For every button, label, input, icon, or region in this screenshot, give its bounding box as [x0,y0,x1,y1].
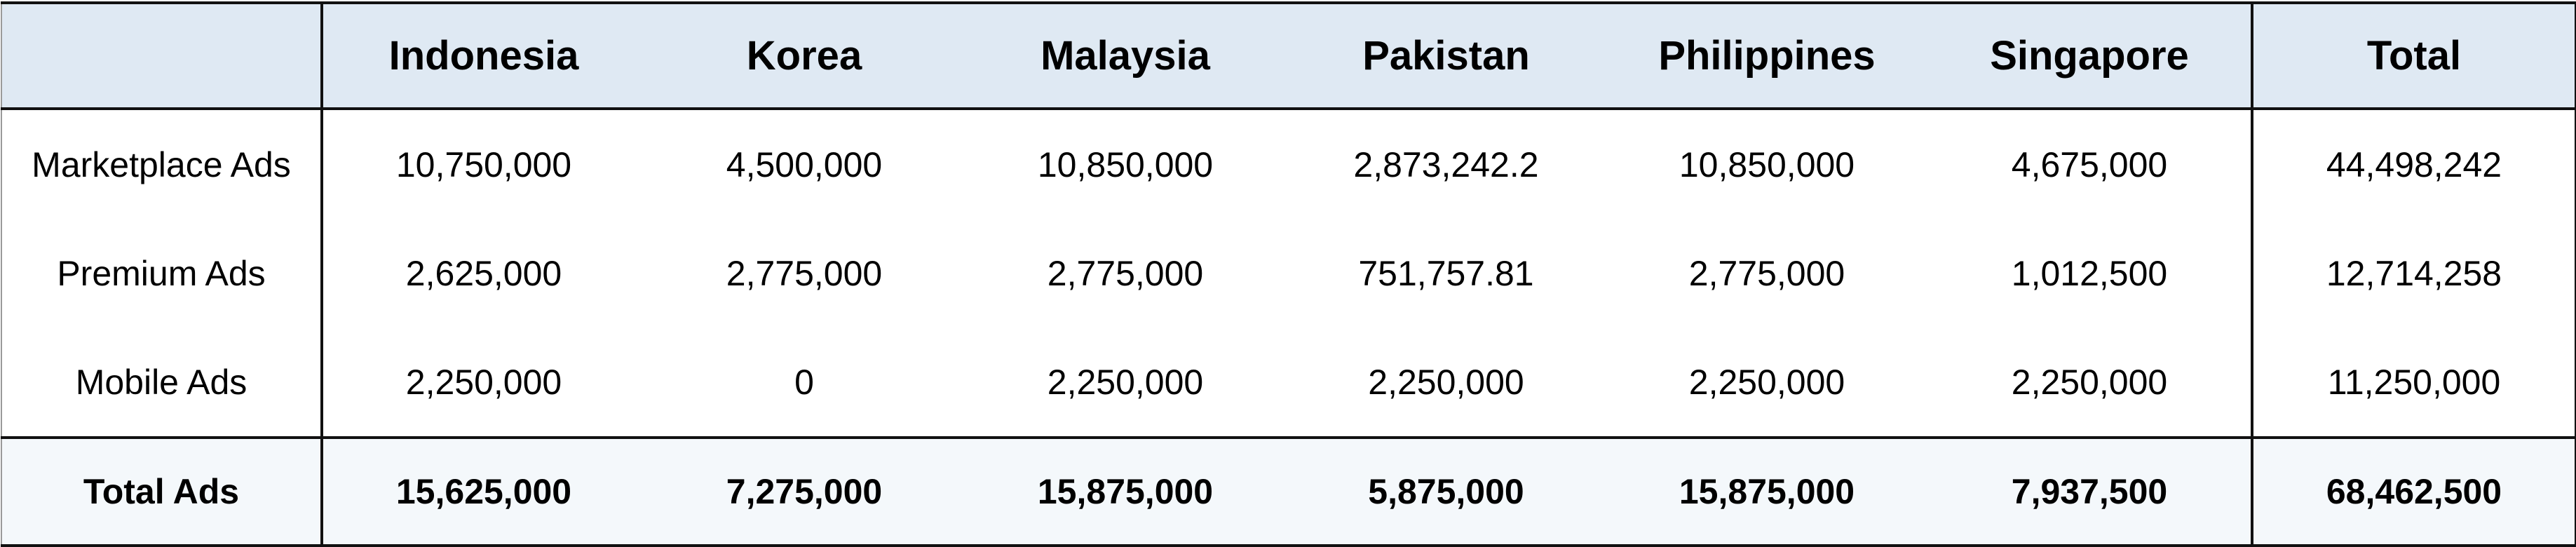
row-total-cell: 12,714,258 [2251,219,2576,327]
row-label-total-ads: Total Ads [1,436,322,547]
total-cell: 5,875,000 [1287,436,1606,547]
total-cell: 15,875,000 [1606,436,1928,547]
table-cell: 2,250,000 [2011,362,2168,402]
table-cell: 10,850,000 [1037,144,1214,184]
column-header-korea: Korea [644,1,964,110]
header-row: Indonesia Korea Malaysia Pakistan Philip… [1,1,2576,110]
grand-total-cell: 68,462,500 [2251,436,2576,547]
column-header-indonesia: Indonesia [320,1,644,110]
row-label-premium-ads: Premium Ads [1,219,322,327]
row-label-mobile-ads: Mobile Ads [1,327,322,438]
table-cell: 2,625,000 [320,219,644,327]
table-cell: 1,012,500 [2011,253,2168,293]
total-cell: 15,875,000 [964,436,1287,547]
column-header-singapore: Singapore [1928,1,2252,110]
row-label-marketplace-ads: Marketplace Ads [1,109,322,219]
table-cell: 751,757.81 [1358,253,1534,293]
table-cell: 10,850,000 [1679,144,1855,184]
table-cell: 0 [794,362,814,402]
table-cell: 2,775,000 [1047,253,1204,293]
total-cell: 7,937,500 [1928,436,2252,547]
table-cell: 4,500,000 [726,144,883,184]
table-cell: 2,775,000 [726,253,883,293]
total-cell: 15,625,000 [320,436,644,547]
table-cell: 2,250,000 [1047,362,1204,402]
total-row: Total Ads 15,625,000 7,275,000 15,875,00… [1,436,2576,547]
table-cell: 2,775,000 [1688,253,1845,293]
table-cell: 4,675,000 [2011,144,2168,184]
table-cell: 10,750,000 [320,109,644,219]
total-cell: 7,275,000 [644,436,964,547]
column-header-philippines: Philippines [1606,1,1928,110]
corner-cell [1,1,322,110]
row-total-cell: 44,498,242 [2251,109,2576,219]
table-row: Marketplace Ads 10,750,000 4,500,000 10,… [1,109,2576,219]
table-row: Mobile Ads 2,250,000 0 2,250,000 2,250,0… [1,327,2576,438]
row-total-cell: 11,250,000 [2251,327,2576,438]
column-header-pakistan: Pakistan [1287,1,1606,110]
table-cell: 2,250,000 [320,327,644,438]
table-cell: 2,250,000 [1368,362,1524,402]
table-cell: 2,873,242.2 [1353,144,1539,184]
table-cell: 2,250,000 [1688,362,1845,402]
table-row: Premium Ads 2,625,000 2,775,000 2,775,00… [1,219,2576,327]
column-header-total: Total [2251,1,2576,110]
column-header-malaysia: Malaysia [964,1,1287,110]
